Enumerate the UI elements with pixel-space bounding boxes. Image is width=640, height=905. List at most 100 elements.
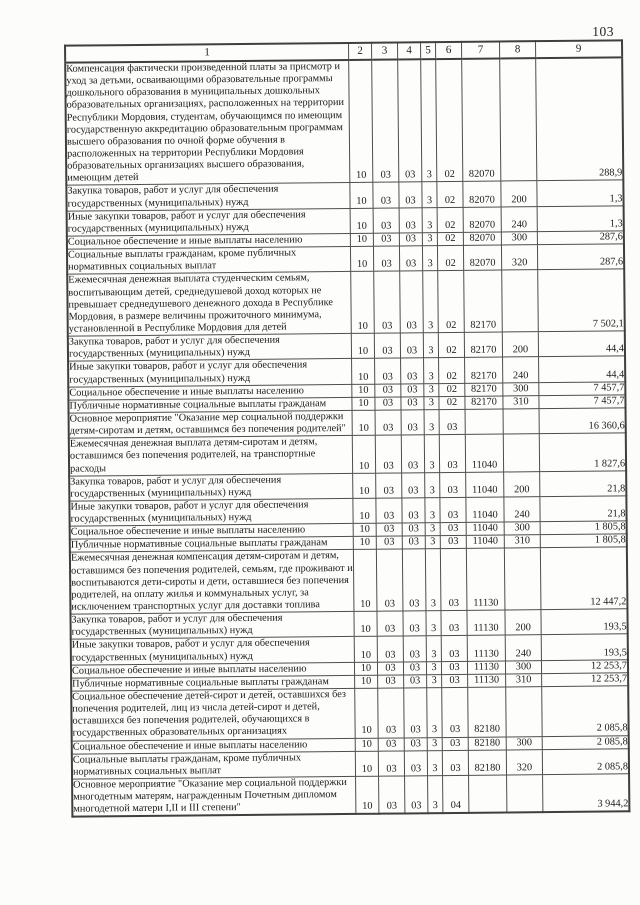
code-cell: 03 bbox=[377, 636, 404, 662]
row-label-cell: Социальное обеспечение детей-сирот и дет… bbox=[71, 688, 356, 741]
code-cell: 11130 bbox=[466, 548, 505, 611]
code-cell: 03 bbox=[402, 522, 426, 537]
code-cell: 200 bbox=[500, 181, 538, 207]
code-cell: 03 bbox=[441, 661, 468, 675]
table-row: Ежемесячная денежная выплата детям-сирот… bbox=[68, 433, 627, 476]
code-cell: 03 bbox=[440, 522, 467, 536]
table-row: Социальное обеспечение детей-сирот и дет… bbox=[71, 685, 629, 741]
code-cell bbox=[503, 408, 540, 435]
code-cell: 82170 bbox=[464, 382, 503, 397]
code-cell: 03 bbox=[374, 383, 401, 398]
row-label-cell: Ежемесячная денежная выплата детям-сирот… bbox=[68, 435, 353, 476]
code-cell: 10 bbox=[351, 358, 375, 385]
code-cell: 03 bbox=[403, 674, 427, 688]
amount-cell: 3 944,2 bbox=[542, 773, 630, 813]
code-cell: 82180 bbox=[467, 687, 507, 737]
row-label-cell: Закупка товаров, работ и услуг для обесп… bbox=[67, 333, 352, 362]
code-cell: 82070 bbox=[462, 181, 502, 208]
amount-cell: 1,3 bbox=[536, 180, 624, 207]
code-cell: 03 bbox=[377, 687, 405, 738]
code-cell: 200 bbox=[503, 471, 540, 497]
code-cell: 02 bbox=[437, 270, 465, 333]
code-cell: 3 bbox=[427, 750, 443, 776]
code-cell: 10 bbox=[350, 233, 374, 247]
amount-cell: 2 085,8 bbox=[542, 735, 629, 750]
code-cell: 240 bbox=[501, 206, 538, 232]
code-cell: 03 bbox=[373, 271, 401, 334]
row-label-cell: Основное мероприятие "Оказание мер социа… bbox=[72, 776, 356, 818]
code-cell: 02 bbox=[438, 357, 465, 384]
header-cell-7: 7 bbox=[461, 41, 500, 59]
amount-cell: 287,6 bbox=[537, 243, 625, 271]
code-cell: 320 bbox=[506, 749, 543, 775]
header-cell-3: 3 bbox=[371, 42, 398, 60]
code-cell bbox=[504, 548, 541, 611]
code-cell: 82170 bbox=[463, 270, 503, 333]
code-cell: 03 bbox=[401, 434, 425, 473]
row-label-cell: Иные закупки товаров, работ и услуг для … bbox=[66, 208, 351, 237]
amount-cell: 1 805,8 bbox=[540, 521, 627, 535]
code-cell: 11040 bbox=[465, 434, 504, 472]
amount-cell: 193,5 bbox=[540, 608, 628, 636]
code-cell: 300 bbox=[502, 382, 539, 396]
code-cell: 3 bbox=[423, 383, 439, 397]
code-cell: 03 bbox=[402, 610, 427, 637]
header-cell-8: 8 bbox=[499, 41, 536, 59]
code-cell: 240 bbox=[503, 496, 541, 523]
header-cell-9: 9 bbox=[535, 40, 623, 59]
code-cell: 03 bbox=[378, 750, 405, 777]
code-cell: 03 bbox=[441, 635, 468, 662]
row-label-cell: Закупка товаров, работ и услуг для обесп… bbox=[66, 182, 351, 211]
code-cell: 03 bbox=[374, 333, 401, 359]
code-cell: 03 bbox=[442, 736, 469, 751]
code-cell: 10 bbox=[355, 750, 379, 777]
code-cell: 03 bbox=[401, 409, 425, 436]
code-cell: 3 bbox=[424, 472, 440, 498]
code-cell bbox=[505, 686, 543, 737]
code-cell: 82170 bbox=[464, 395, 504, 410]
code-cell: 3 bbox=[425, 610, 442, 637]
amount-cell: 193,5 bbox=[541, 634, 628, 661]
code-cell: 3 bbox=[422, 270, 439, 333]
code-cell: 10 bbox=[353, 536, 377, 550]
code-cell: 03 bbox=[402, 536, 426, 550]
code-cell: 03 bbox=[375, 435, 402, 473]
amount-cell: 287,6 bbox=[537, 230, 624, 245]
code-cell: 3 bbox=[425, 522, 441, 537]
code-cell: 03 bbox=[403, 687, 428, 738]
amount-cell: 12 253,7 bbox=[541, 659, 629, 674]
code-cell: 10 bbox=[353, 611, 378, 637]
table-row: Ежемесячная денежная выплата студенчески… bbox=[67, 269, 625, 337]
code-cell: 03 bbox=[400, 383, 424, 397]
code-cell: 10 bbox=[348, 59, 373, 183]
code-cell: 03 bbox=[378, 775, 405, 815]
code-cell: 03 bbox=[441, 687, 469, 738]
code-cell: 10 bbox=[352, 410, 376, 436]
row-label-cell: Закупка товаров, работ и услуг для обесп… bbox=[70, 611, 355, 640]
code-cell: 10 bbox=[350, 271, 375, 334]
code-cell: 03 bbox=[398, 182, 423, 208]
code-cell: 03 bbox=[400, 332, 424, 359]
code-cell: 03 bbox=[440, 548, 467, 611]
code-cell: 03 bbox=[375, 472, 402, 499]
header-cell-6: 6 bbox=[435, 41, 462, 60]
row-label-cell: Компенсация фактически произведенной пла… bbox=[65, 59, 350, 186]
amount-cell: 2 085,8 bbox=[542, 748, 630, 775]
code-cell: 03 bbox=[373, 207, 400, 234]
code-cell: 02 bbox=[438, 396, 466, 410]
amount-cell: 12 253,7 bbox=[541, 672, 629, 687]
code-cell: 82170 bbox=[464, 332, 503, 358]
code-cell: 240 bbox=[505, 635, 542, 661]
amount-cell: 288,9 bbox=[535, 57, 624, 182]
table-row: Компенсация фактически произведенной пла… bbox=[65, 57, 624, 186]
code-cell: 11130 bbox=[467, 635, 506, 662]
code-cell: 300 bbox=[501, 231, 538, 246]
code-cell: 3 bbox=[427, 737, 443, 751]
code-cell: 03 bbox=[377, 661, 404, 676]
code-cell: 11130 bbox=[467, 660, 506, 675]
code-cell: 02 bbox=[435, 58, 463, 183]
code-cell: 10 bbox=[353, 549, 377, 612]
code-cell: 82170 bbox=[464, 357, 503, 384]
row-label-cell: Основное мероприятие "Оказание мер социа… bbox=[68, 410, 353, 439]
code-cell: 03 bbox=[375, 409, 402, 436]
